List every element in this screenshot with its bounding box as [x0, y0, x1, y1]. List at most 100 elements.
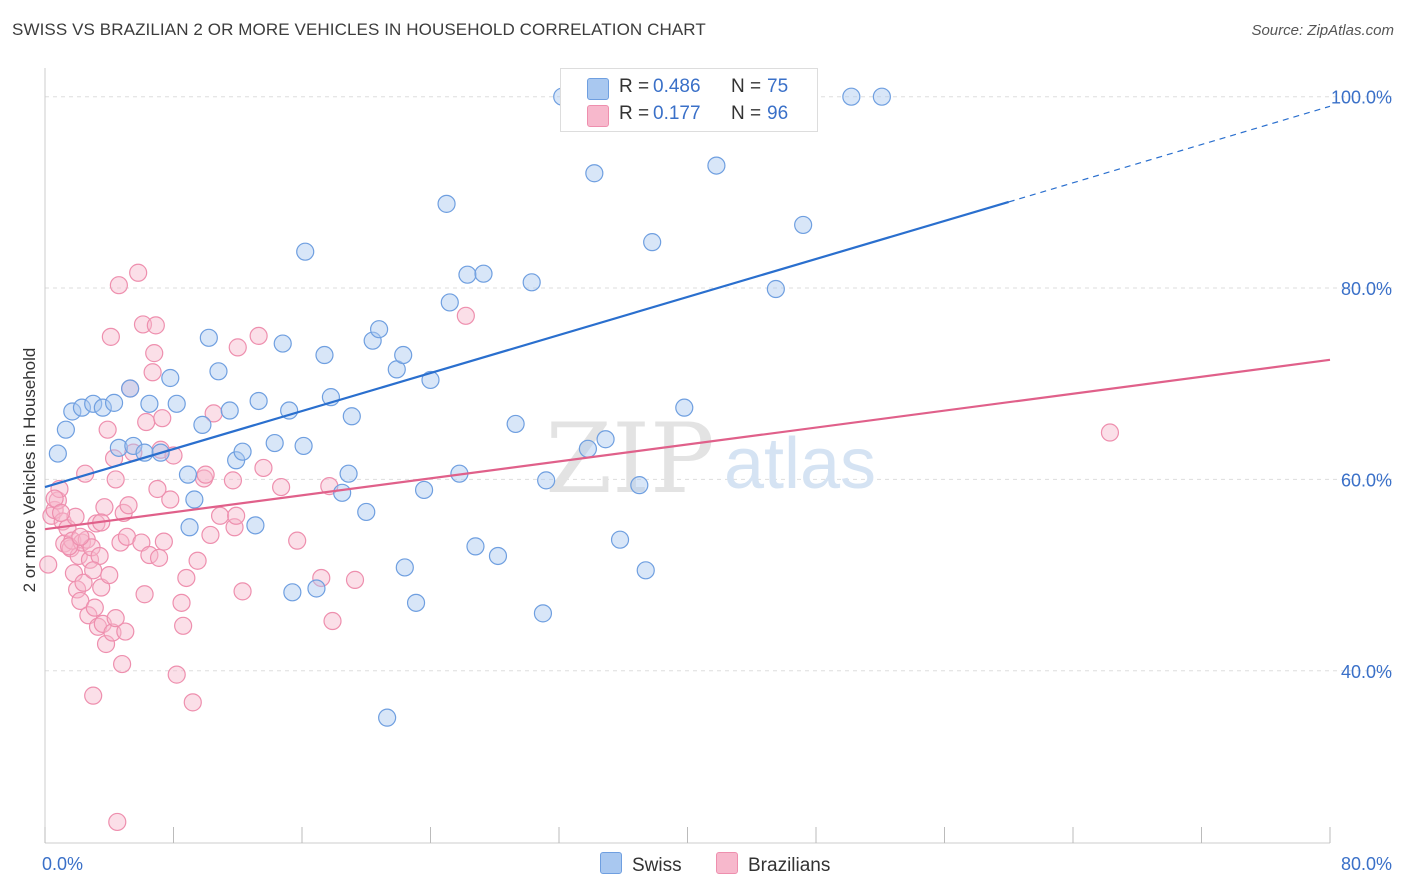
legend-swatch-brazilians	[587, 105, 609, 127]
swiss-point	[395, 558, 414, 577]
swiss-point	[249, 391, 268, 411]
brazilians-point	[153, 409, 172, 428]
swiss-point	[233, 442, 252, 461]
brazilians-point	[112, 654, 132, 674]
legend-label-swiss: Swiss	[632, 855, 682, 876]
brazilians-point	[312, 568, 331, 588]
swiss-point	[193, 415, 212, 434]
brazilians-point	[272, 477, 291, 497]
brazilians-point	[149, 548, 169, 567]
swiss-point	[180, 518, 199, 537]
brazilians-point	[143, 363, 162, 382]
swiss-point	[339, 464, 358, 483]
brazilians-trend-line	[44, 358, 1331, 531]
brazilians-point	[456, 306, 475, 325]
swiss-point	[872, 87, 891, 106]
swiss-points	[48, 87, 891, 727]
swiss-point	[48, 444, 67, 463]
brazilians-point	[225, 518, 244, 537]
legend-n-label: N =	[731, 103, 762, 124]
swiss-point	[675, 398, 694, 417]
swiss-point	[363, 331, 382, 350]
brazilians-point	[145, 344, 164, 363]
legend-r-value: 0.486	[653, 76, 701, 97]
brazilians-point	[188, 551, 207, 570]
legend-item-brazilians[interactable]: Brazilians	[716, 852, 830, 877]
brazilians-point	[71, 527, 90, 546]
swiss-point	[630, 476, 649, 495]
swiss-point	[440, 293, 459, 312]
swiss-point	[296, 242, 315, 261]
brazilians-point	[288, 531, 307, 550]
brazilians-point	[84, 561, 103, 580]
swiss-point	[167, 394, 186, 413]
swiss-trend-extension	[1008, 105, 1331, 203]
swiss-point	[294, 436, 313, 456]
legend-item-swiss[interactable]: Swiss	[600, 852, 682, 877]
brazilians-point	[196, 465, 215, 484]
swiss-point	[56, 420, 75, 439]
swiss-point	[283, 583, 302, 602]
brazilians-point	[172, 593, 191, 612]
brazilians-point	[249, 326, 268, 346]
brazilians-point	[39, 555, 58, 574]
brazilians-point	[69, 546, 88, 566]
swiss-point	[842, 87, 861, 106]
y-axis-label: 2 or more Vehicles in Household	[20, 347, 39, 593]
trend-lines	[44, 105, 1331, 531]
swiss-point	[185, 490, 204, 509]
swiss-point	[315, 345, 334, 365]
legend-row-brazilians: R = 0.177 N = 96	[561, 101, 817, 129]
swiss-point	[378, 708, 397, 727]
legend-row-swiss: R = 0.486 N = 75	[561, 74, 817, 102]
swiss-point	[178, 465, 198, 484]
brazilians-point	[228, 338, 247, 357]
chart-title: SWISS VS BRAZILIAN 2 OR MORE VEHICLES IN…	[12, 20, 706, 39]
swiss-trend-line	[44, 200, 1010, 489]
swiss-point	[474, 264, 493, 283]
swiss-point	[578, 439, 598, 458]
brazilians-point	[233, 582, 252, 601]
swiss-point	[307, 579, 326, 598]
x-tick-label-end: 80.0%	[1341, 854, 1392, 874]
swiss-point	[246, 516, 265, 535]
legend-n-label: N =	[731, 76, 762, 97]
y-tick-label: 40.0%	[1341, 662, 1392, 682]
swiss-point	[370, 320, 389, 339]
legend-n-value: 96	[767, 103, 789, 124]
swiss-point	[794, 215, 813, 235]
brazilians-point	[51, 503, 71, 523]
swiss-point	[585, 164, 604, 183]
swiss-point	[84, 394, 103, 413]
legend-swatch-swiss	[600, 852, 622, 874]
swiss-point	[199, 328, 218, 347]
legend-label-brazilians: Brazilians	[748, 855, 831, 876]
brazilians-point	[85, 598, 104, 617]
brazilians-point	[108, 812, 127, 832]
swiss-point	[707, 156, 726, 175]
brazilians-point	[109, 276, 128, 295]
brazilians-point	[106, 470, 125, 489]
swiss-point	[280, 401, 299, 420]
brazilians-point	[223, 471, 243, 490]
brazilians-point	[133, 315, 153, 334]
brazilians-point	[116, 622, 135, 641]
brazilians-point	[227, 506, 246, 525]
brazilians-point	[100, 565, 119, 585]
swiss-point	[109, 438, 128, 457]
brazilians-point	[174, 616, 193, 635]
brazilians-point	[96, 634, 116, 654]
y-tick-label: 80.0%	[1341, 279, 1392, 299]
brazilians-point	[119, 496, 138, 515]
brazilians-point	[129, 263, 148, 282]
stats-legend: R = 0.486 N = 75 R = 0.177 N = 96	[560, 68, 818, 132]
swiss-point	[140, 394, 159, 413]
brazilians-point	[84, 686, 103, 705]
swiss-point	[414, 480, 434, 500]
brazilians-point	[167, 665, 186, 684]
brazilians-point	[135, 585, 154, 604]
swiss-point	[265, 433, 284, 453]
swiss-point	[766, 279, 785, 299]
brazilians-point	[183, 693, 202, 712]
swiss-point	[161, 368, 180, 388]
